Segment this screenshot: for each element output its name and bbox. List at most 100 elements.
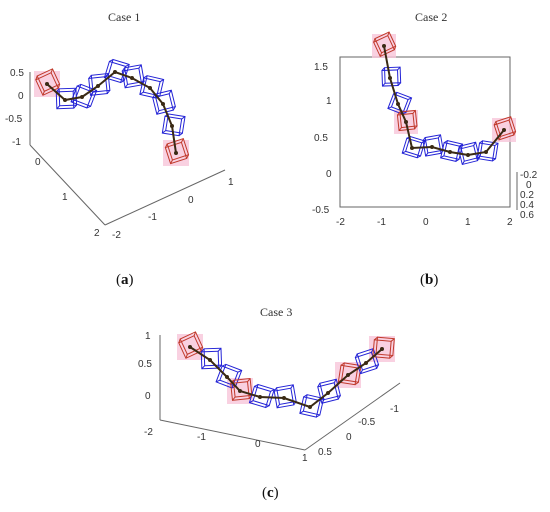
joint-dot <box>80 95 84 99</box>
paren-close: ) <box>273 485 279 501</box>
joint-dot <box>208 358 212 362</box>
x-tick-label: -2 <box>144 427 153 438</box>
x-tick-label: -2 <box>336 217 345 228</box>
x-tick-label: 0 <box>255 439 261 450</box>
paren-close: ) <box>433 272 439 288</box>
y-tick-label: -2 <box>112 230 121 241</box>
z-tick-label: 0 <box>18 91 24 102</box>
x-tick-label: 1 <box>465 217 471 228</box>
link-box <box>88 72 111 96</box>
y-axis <box>104 169 226 226</box>
x-tick-label: 2 <box>94 228 100 239</box>
z-tick-label: -0.5 <box>312 205 330 216</box>
z-tick-label: -0.5 <box>5 114 23 125</box>
panel-letter: c <box>267 485 274 501</box>
y-tick-label: -1 <box>390 404 399 415</box>
joint-dot <box>382 44 386 48</box>
z-tick-label: 0 <box>145 391 151 402</box>
paren-open: ( <box>262 485 267 501</box>
robot-chain <box>177 331 395 418</box>
joint-dot <box>466 153 470 157</box>
joint-dot <box>130 76 134 80</box>
y-axis <box>304 382 401 451</box>
y-tick-label: 0.2 <box>520 190 534 201</box>
y-tick-label: -0.2 <box>520 170 538 181</box>
joint-dot <box>258 395 262 399</box>
link-box <box>139 75 165 99</box>
x-tick-label: 0 <box>35 157 41 168</box>
joint-dot <box>410 146 414 150</box>
panel-case-1: Case 1 0.5 0 -0.5 -1 0 1 2 -2 -1 0 1 (a) <box>0 0 280 290</box>
joint-dot <box>188 345 192 349</box>
joint-dot <box>161 102 165 106</box>
plot-case-1: 0.5 0 -0.5 -1 0 1 2 -2 -1 0 1 <box>5 58 234 241</box>
z-tick-label: -1 <box>12 137 21 148</box>
link-box <box>70 83 98 109</box>
z-tick-label: 0.5 <box>314 133 328 144</box>
joint-dot <box>364 361 368 365</box>
paren-open: ( <box>420 272 425 288</box>
end-box <box>493 116 517 141</box>
x-tick-label: 1 <box>62 192 68 203</box>
link-box <box>381 66 402 87</box>
joint-dot <box>148 86 152 90</box>
joint-dot <box>326 391 330 395</box>
joint-dot <box>396 102 400 106</box>
panel-letter: b <box>425 272 434 288</box>
joint-dot <box>45 82 49 86</box>
link-box <box>317 378 341 404</box>
link-box <box>273 384 297 409</box>
z-tick-label: 0.5 <box>10 68 24 79</box>
paren-close: ) <box>128 272 134 288</box>
link-box <box>476 140 499 162</box>
joint-dot <box>448 150 452 154</box>
y-tick-label: -1 <box>148 212 157 223</box>
link-box <box>152 89 176 115</box>
plot-case-3: 1 0.5 0 -2 -1 0 1 -1 -0.5 0 0.5 <box>138 331 401 464</box>
joint-dot <box>308 405 312 409</box>
panel-title: Case 3 <box>260 305 293 319</box>
joint-dot <box>170 124 174 128</box>
x-tick-label: 2 <box>507 217 513 228</box>
x-axis <box>29 144 106 226</box>
joint-dot <box>225 375 229 379</box>
joint-dot <box>113 70 117 74</box>
panel-label: (b) <box>420 272 438 289</box>
panel-letter: a <box>121 272 129 288</box>
link-box <box>387 91 413 115</box>
y-tick-label: 0 <box>526 180 532 191</box>
joint-dot <box>388 76 392 80</box>
x-tick-label: 0 <box>423 217 429 228</box>
z-tick-label: 1.5 <box>314 62 328 73</box>
z-tick-label: 0.5 <box>138 359 152 370</box>
panel-case-2: Case 2 1.5 1 0.5 0 -0.5 -2 -1 0 1 2 -0.2… <box>290 0 550 290</box>
z-tick-label: 0 <box>326 169 332 180</box>
joint-dot <box>430 145 434 149</box>
joint-dot <box>346 373 350 377</box>
y-tick-label: 0.4 <box>520 200 534 211</box>
x-tick-label: -1 <box>197 432 206 443</box>
y-tick-label: 1 <box>228 177 234 188</box>
x-tick-label: 1 <box>302 453 308 464</box>
joint-dot <box>484 150 488 154</box>
plot-frame <box>339 56 511 208</box>
joint-dot <box>238 389 242 393</box>
joint-dot <box>404 120 408 124</box>
z-tick-label: 1 <box>326 96 332 107</box>
backbone-line <box>46 70 177 154</box>
joint-dot <box>96 84 100 88</box>
joint-dot <box>282 396 286 400</box>
panel-label: (a) <box>116 272 134 289</box>
robot-chain <box>372 31 517 166</box>
y-tick-label: 0 <box>346 432 352 443</box>
joint-dot <box>380 347 384 351</box>
x-axis <box>159 419 306 451</box>
joint-dot <box>502 128 506 132</box>
link-box <box>248 383 275 409</box>
y-tick-label: -0.5 <box>358 417 376 428</box>
panel-title: Case 1 <box>108 10 141 24</box>
end-box <box>372 31 397 58</box>
paren-open: ( <box>116 272 121 288</box>
y-tick-label: 0.5 <box>318 447 332 458</box>
z-tick-label: 1 <box>145 331 151 342</box>
